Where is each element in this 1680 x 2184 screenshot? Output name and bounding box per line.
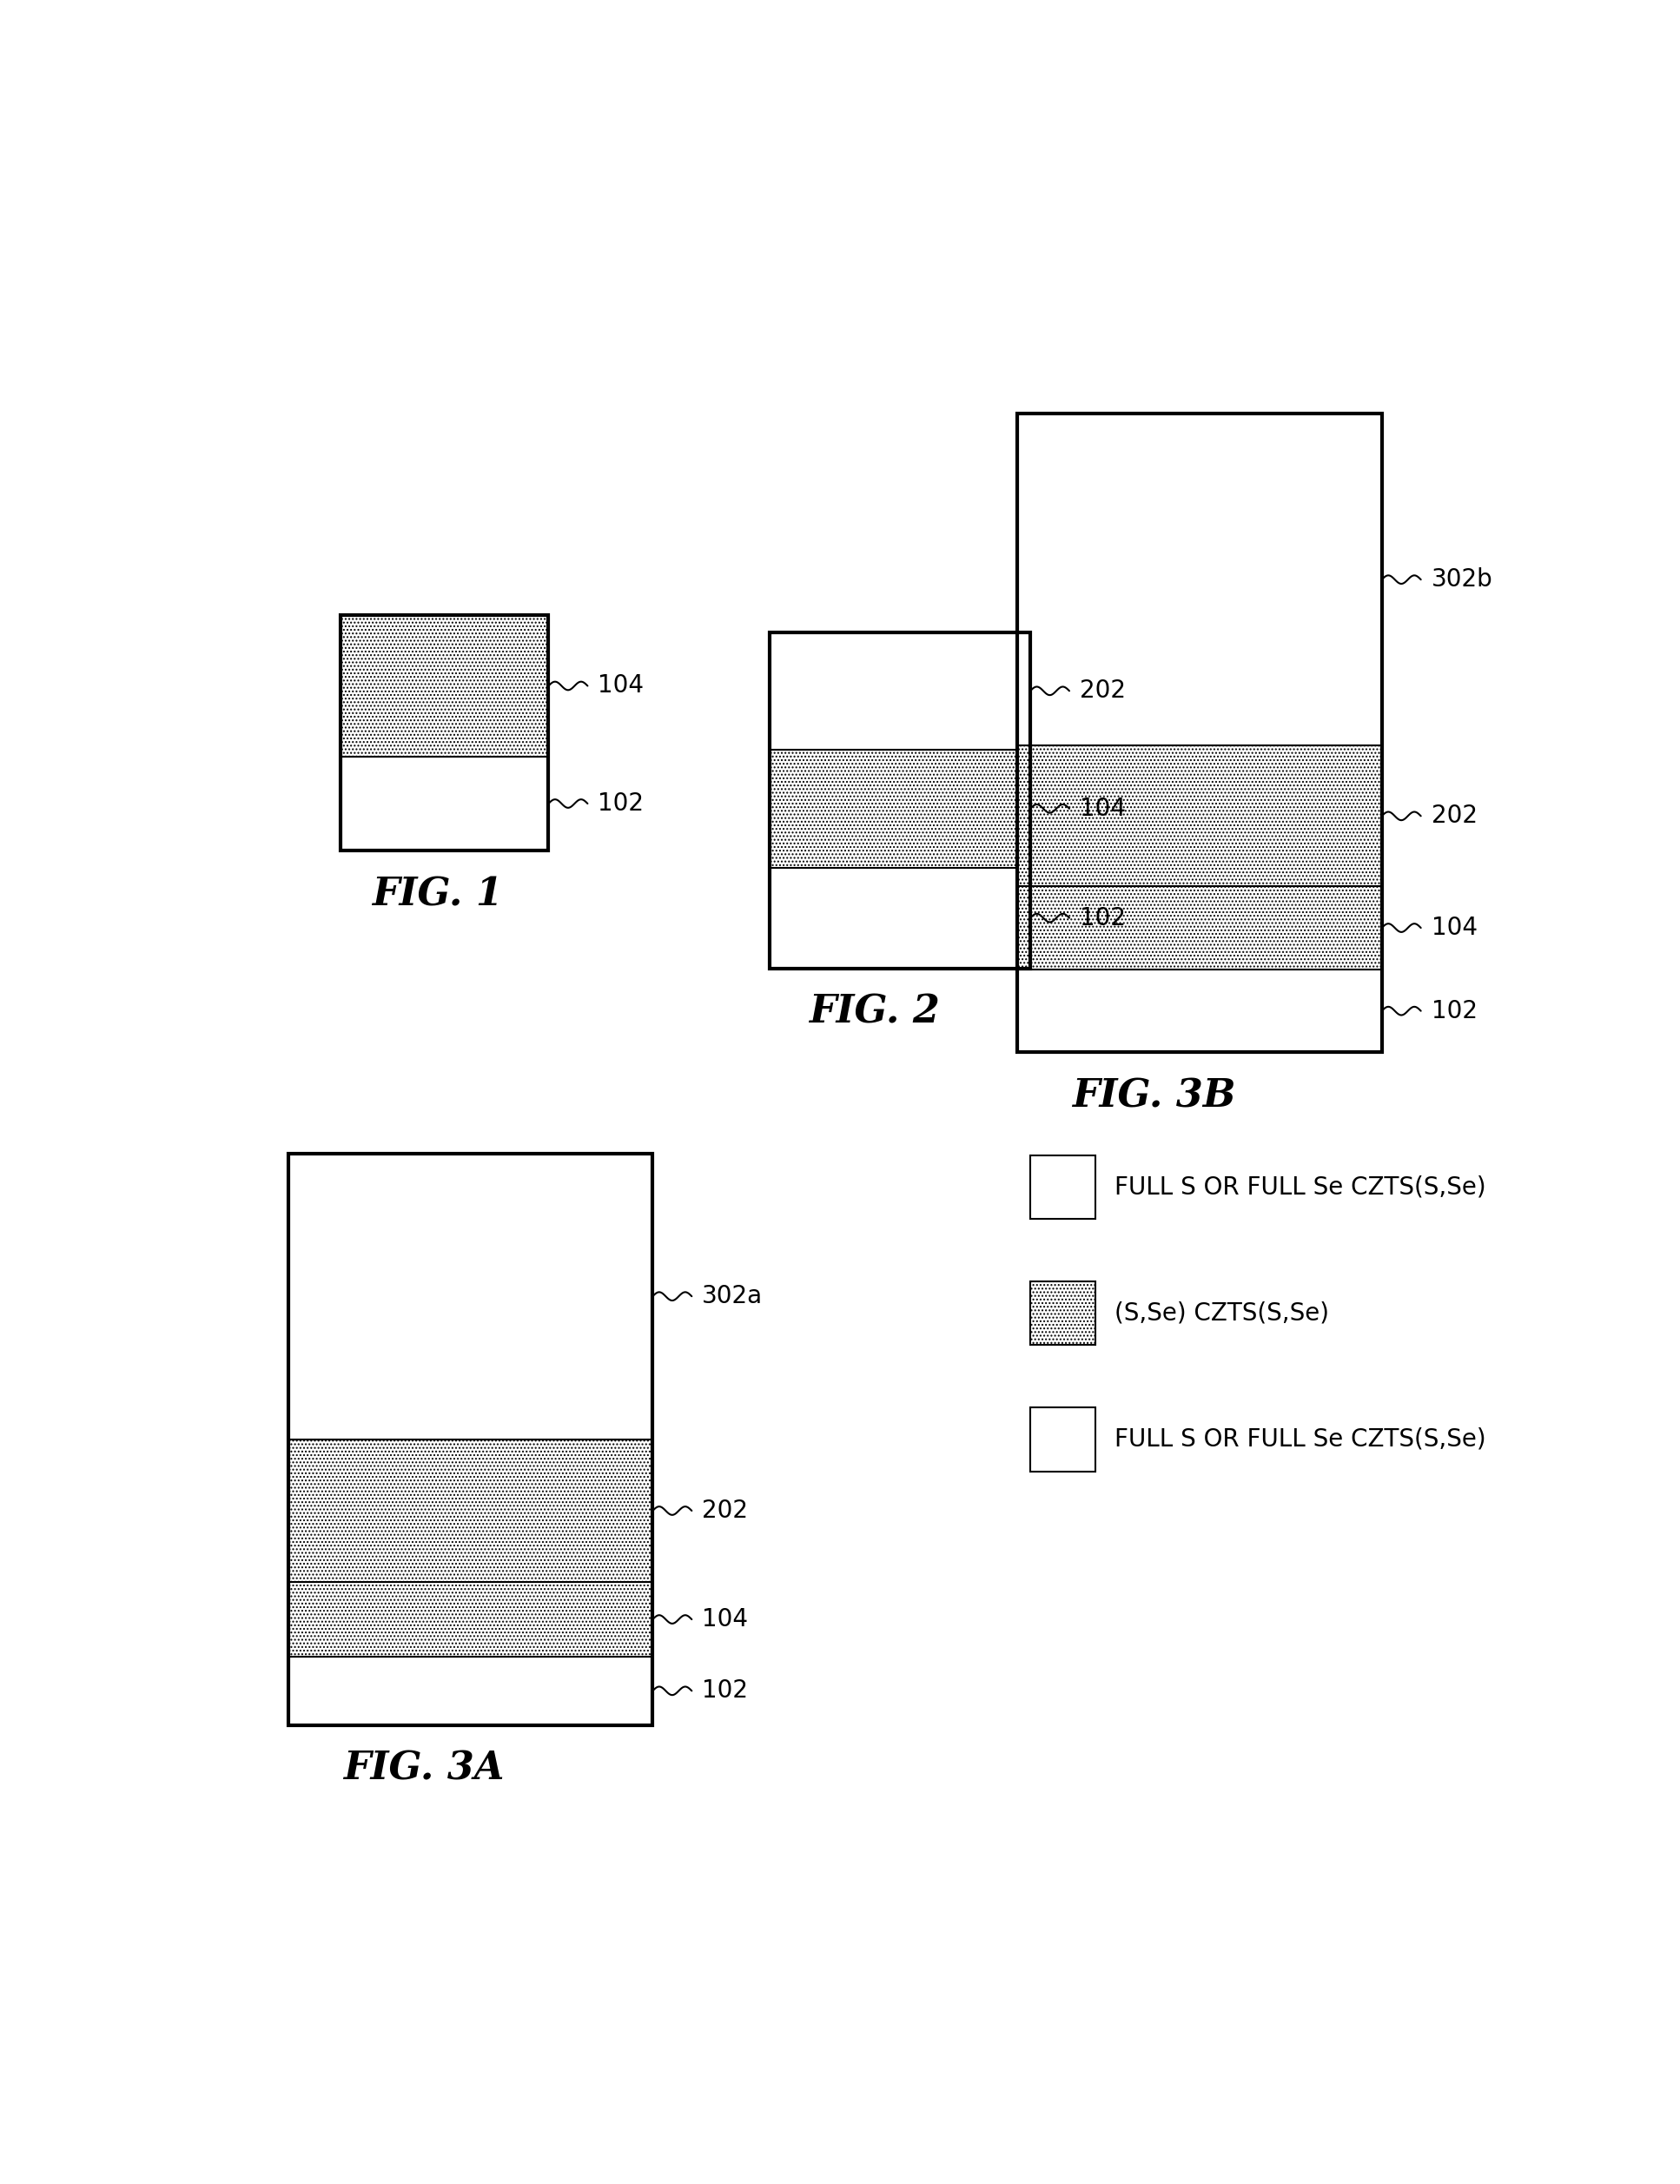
Text: 104: 104: [1431, 915, 1477, 939]
Bar: [339, 756, 548, 850]
Text: (S,Se) CZTS(S,Se): (S,Se) CZTS(S,Se): [1116, 1302, 1329, 1326]
Text: 302a: 302a: [702, 1284, 763, 1308]
Text: FULL S OR FULL Se CZTS(S,Se): FULL S OR FULL Se CZTS(S,Se): [1116, 1426, 1487, 1452]
Text: 202: 202: [1080, 679, 1126, 703]
Bar: [289, 1581, 654, 1655]
Bar: [289, 1153, 654, 1725]
Text: 202: 202: [702, 1498, 748, 1522]
Bar: [1018, 413, 1383, 1053]
Text: FULL S OR FULL Se CZTS(S,Se): FULL S OR FULL Se CZTS(S,Se): [1116, 1175, 1487, 1199]
Text: 102: 102: [598, 791, 643, 817]
Text: FIG. 2: FIG. 2: [810, 994, 941, 1031]
Text: 104: 104: [598, 673, 643, 699]
Bar: [339, 616, 548, 756]
Bar: [1018, 970, 1383, 1053]
Bar: [769, 749, 1030, 867]
Text: FIG. 3B: FIG. 3B: [1072, 1077, 1236, 1116]
Bar: [289, 1153, 654, 1439]
Bar: [1018, 413, 1383, 745]
Text: 102: 102: [1431, 998, 1477, 1022]
Text: 202: 202: [1431, 804, 1477, 828]
Bar: [289, 1439, 654, 1581]
Text: FIG. 1: FIG. 1: [371, 876, 502, 913]
Text: 302b: 302b: [1431, 568, 1494, 592]
Bar: [1018, 887, 1383, 970]
Bar: [339, 616, 548, 850]
Text: 102: 102: [1080, 906, 1126, 930]
Bar: [1030, 1282, 1095, 1345]
Bar: [1018, 745, 1383, 887]
Bar: [1030, 1406, 1095, 1472]
Text: 104: 104: [1080, 797, 1126, 821]
Bar: [769, 867, 1030, 968]
Text: FIG. 3A: FIG. 3A: [343, 1749, 504, 1789]
Bar: [1030, 1155, 1095, 1219]
Text: 102: 102: [702, 1679, 748, 1704]
Bar: [769, 631, 1030, 749]
Bar: [769, 631, 1030, 968]
Bar: [289, 1655, 654, 1725]
Text: 104: 104: [702, 1607, 748, 1631]
